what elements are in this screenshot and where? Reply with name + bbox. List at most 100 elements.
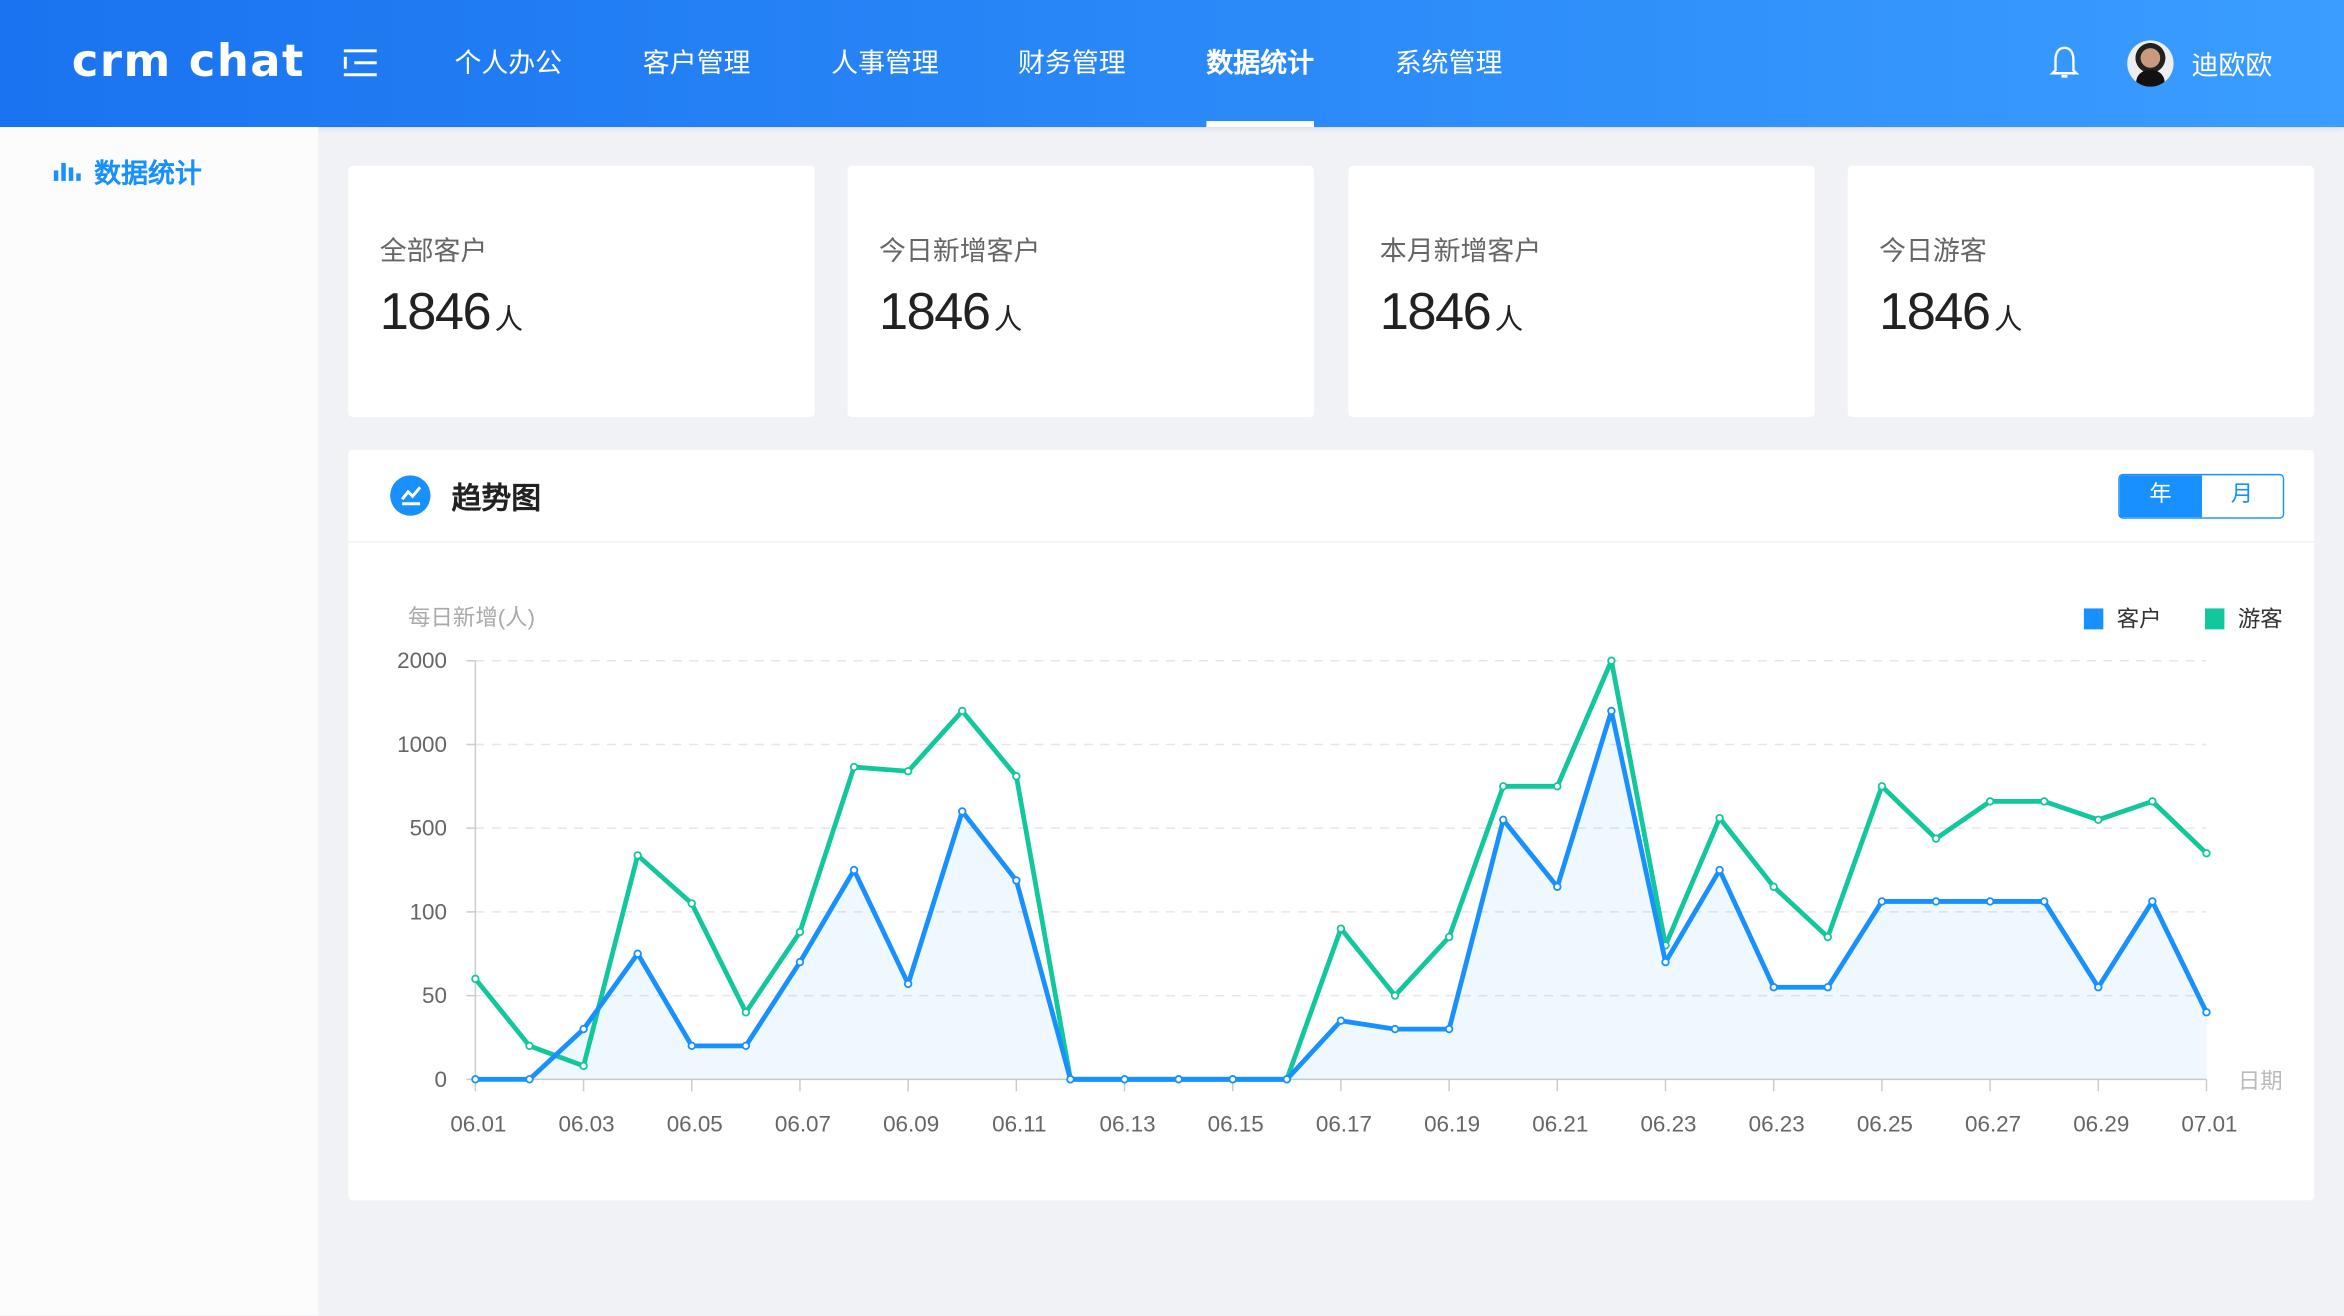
data-point xyxy=(958,807,967,816)
data-point xyxy=(633,949,642,958)
data-point xyxy=(471,974,480,984)
stat-value: 1846 人 xyxy=(380,283,523,343)
y-tick-label: 2000 xyxy=(397,648,447,673)
trend-chart: 0 50 100 500 1000 2000 06.01 06.03 06.05 06.07 06.… xyxy=(397,605,2283,1137)
data-point xyxy=(1120,1075,1129,1084)
data-point xyxy=(2148,797,2157,806)
logo[interactable]: crm chat xyxy=(71,35,305,89)
stat-number: 1846 xyxy=(1379,282,1492,341)
x-tick-label: 06.15 xyxy=(1208,1112,1264,1137)
x-tick-label: 07.01 xyxy=(2181,1112,2237,1137)
data-point xyxy=(1715,813,1724,823)
data-point xyxy=(1877,897,1887,906)
nav-item[interactable]: 人事管理 xyxy=(831,47,939,78)
data-point xyxy=(1931,897,1941,906)
data-point xyxy=(849,762,859,772)
data-point xyxy=(1931,834,1941,843)
data-point xyxy=(903,979,913,989)
data-point xyxy=(579,1024,588,1034)
stat-unit: 人 xyxy=(1494,304,1524,337)
y-tick-label: 50 xyxy=(422,983,447,1008)
nav-item[interactable]: 财务管理 xyxy=(1018,47,1126,78)
data-point xyxy=(1715,865,1724,875)
x-tick-label: 06.17 xyxy=(1316,1112,1372,1137)
sidebar: 数据统计 xyxy=(0,127,319,1316)
data-point xyxy=(633,851,642,860)
data-point xyxy=(958,706,967,716)
data-point xyxy=(1607,706,1616,716)
data-point xyxy=(1066,1075,1075,1084)
data-point xyxy=(1174,1075,1183,1084)
stat-number: 1846 xyxy=(879,282,991,341)
trend-chart-icon xyxy=(390,475,431,516)
x-tick-label: 06.05 xyxy=(667,1112,723,1137)
data-point xyxy=(903,767,913,776)
data-point xyxy=(1282,1075,1292,1084)
stat-number: 1846 xyxy=(1879,282,1991,341)
nav-item[interactable]: 客户管理 xyxy=(642,47,751,78)
stat-card: 本月新增客户 1846 人 xyxy=(1348,165,1815,418)
period-toggle[interactable]: 年 月 xyxy=(2118,473,2285,519)
stat-label: 今日新增客户 xyxy=(879,236,1041,267)
data-point xyxy=(795,957,805,967)
x-tick-label: 06.21 xyxy=(1532,1112,1588,1137)
data-point xyxy=(579,1061,588,1071)
stat-card: 全部客户 1846 人 xyxy=(348,165,815,418)
data-point xyxy=(741,1008,751,1017)
stat-value: 1846 人 xyxy=(879,283,1022,343)
y-tick-label: 1000 xyxy=(397,732,447,757)
menu-fold-icon[interactable] xyxy=(343,48,377,78)
data-point xyxy=(2202,1008,2211,1017)
x-tick-label: 06.11 xyxy=(992,1112,1046,1137)
data-point xyxy=(1390,1024,1400,1034)
data-point xyxy=(1228,1075,1237,1084)
x-tick-label: 06.29 xyxy=(2073,1112,2129,1137)
panel-title: 趋势图 xyxy=(390,474,541,517)
data-point xyxy=(2094,815,2103,824)
stat-card: 今日新增客户 1846 人 xyxy=(847,165,1315,418)
x-tick-label: 06.03 xyxy=(559,1112,615,1137)
bell-icon[interactable] xyxy=(2049,45,2080,81)
stat-value: 1846 人 xyxy=(1879,283,2022,343)
data-point xyxy=(795,927,805,937)
toggle-month[interactable]: 月 xyxy=(2201,475,2283,518)
data-point xyxy=(849,865,859,875)
stat-unit: 人 xyxy=(993,304,1023,337)
data-point xyxy=(1012,772,1021,781)
nav-item[interactable]: 个人办公 xyxy=(454,47,563,78)
x-tick-label: 06.23 xyxy=(1640,1112,1696,1137)
data-point xyxy=(1012,876,1021,885)
data-point xyxy=(1985,797,1995,806)
stat-number: 1846 xyxy=(379,282,492,341)
data-point xyxy=(471,1075,480,1084)
sidebar-item-data-stats[interactable]: 数据统计 xyxy=(53,152,202,191)
x-tick-label: 06.19 xyxy=(1424,1112,1480,1137)
stat-unit: 人 xyxy=(1994,304,2023,337)
y-tick-label: 500 xyxy=(410,816,447,841)
data-point xyxy=(1769,882,1778,891)
user-name[interactable]: 迪欧欧 xyxy=(2191,50,2273,81)
data-point xyxy=(687,899,696,908)
data-point xyxy=(2094,983,2103,992)
data-point xyxy=(2202,849,2211,858)
legend-swatch xyxy=(2204,608,2225,630)
data-point xyxy=(1607,656,1616,665)
x-tick-label: 06.25 xyxy=(1857,1112,1913,1137)
x-tick-label: 06.07 xyxy=(775,1112,831,1137)
x-tick-label: 06.01 xyxy=(450,1112,506,1137)
toggle-year[interactable]: 年 xyxy=(2119,475,2202,518)
avatar[interactable] xyxy=(2127,40,2174,87)
x-axis-label: 日期 xyxy=(2238,1068,2283,1093)
data-point xyxy=(2039,797,2049,806)
data-point xyxy=(2039,897,2049,906)
panel-title-text: 趋势图 xyxy=(451,482,542,516)
nav-item[interactable]: 系统管理 xyxy=(1394,47,1503,78)
data-point xyxy=(1661,957,1670,967)
nav-item[interactable]: 数据统计 xyxy=(1206,0,1315,128)
top-header: crm chat 个人办公 客户管理 人事管理 财务管理 数据统计 系统管理 迪欧欧 xyxy=(0,0,2344,128)
data-point xyxy=(1823,932,1832,942)
data-point xyxy=(525,1041,534,1051)
x-tick-label: 06.27 xyxy=(1965,1112,2021,1137)
x-tick-label: 06.13 xyxy=(1099,1112,1155,1137)
